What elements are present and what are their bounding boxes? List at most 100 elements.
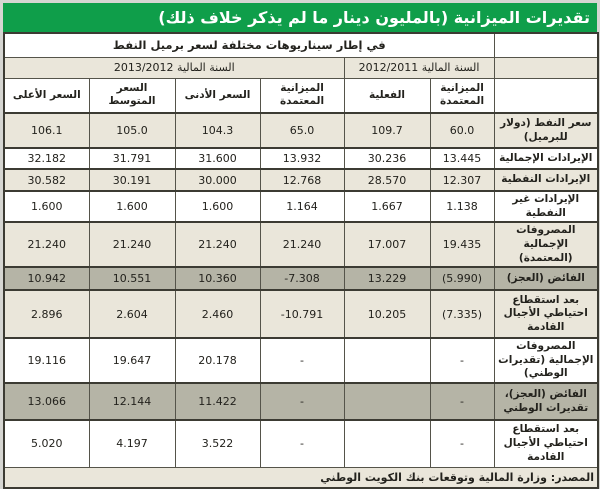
column-header-average-price: السعر المتوسط [88,77,176,114]
year-group-fy-2011-2012: السنة المالية 2012/2011 [343,56,495,79]
year-row-empty-cell [493,56,599,79]
data-cell: 10.205 [343,289,431,339]
data-cell: 109.7 [343,112,431,149]
data-cell: 1.138 [429,189,495,223]
data-cell: 19.647 [88,337,176,384]
data-cell: 13.932 [259,147,345,170]
data-cell: - [259,419,345,468]
row-label: الفائض (العجز) [493,266,599,291]
data-cell: 60.0 [429,112,495,149]
table-row-surplus-deficit-nbk-estimates: الفائض (العجز)، تقديرات الوطني - - 11.42… [3,382,599,421]
table-footer-section: المصدر: وزارة المالية وتوقعات بنك الكويت… [3,466,599,489]
data-cell [343,419,431,468]
data-cell: 1.600 [174,189,261,223]
table-row-oil-price: سعر النفط (دولار للبرميل) 60.0 109.7 65.… [3,112,599,149]
row-label: الفائض (العجز)، تقديرات الوطني [493,382,599,421]
data-cell: 31.600 [174,147,261,170]
column-header-highest-price: السعر الأعلى [3,77,90,114]
budget-estimates-table: في إطار سيناريوهات مختلفة لسعر برميل الن… [3,32,600,489]
year-group-fy-2012-2013: السنة المالية 2013/2012 [3,56,345,79]
row-label: الإيرادات غير النفطية [493,189,599,223]
table-body-section: سعر النفط (دولار للبرميل) 60.0 109.7 65.… [3,112,599,468]
data-cell: 30.236 [343,147,431,170]
data-cell: 10.551 [88,266,176,291]
data-cell: 104.3 [174,112,261,149]
source-row: المصدر: وزارة المالية وتوقعات بنك الكويت… [3,466,599,489]
data-cell: 19.116 [3,337,90,384]
table-row-total-expenditures-nbk-estimates: المصروفات الإجمالية (تقديرات الوطني) - -… [3,337,599,384]
column-header-row: الميزانية المعتمدة الفعلية الميزانية الم… [3,77,599,114]
row-label: المصروفات الإجمالية (المعتمدة) [493,221,599,268]
data-cell: 21.240 [259,221,345,268]
column-header-approved-budget-1213: الميزانية المعتمدة [259,77,345,114]
data-cell: 30.000 [174,168,261,192]
table-row-surplus-deficit: الفائض (العجز) (5.990) 13.229 -7.308 10.… [3,266,599,291]
data-cell: 65.0 [259,112,345,149]
data-cell: - [259,382,345,421]
data-cell: 19.435 [429,221,495,268]
data-cell: 31.791 [88,147,176,170]
row-label: الإيرادات الإجمالية [493,147,599,170]
table-row-total-revenues: الإيرادات الإجمالية 13.445 30.236 13.932… [3,147,599,170]
data-cell: -7.308 [259,266,345,291]
row-label: الإيرادات النفطية [493,168,599,192]
data-cell: 10.360 [174,266,261,291]
data-cell: - [429,337,495,384]
data-cell: 21.240 [88,221,176,268]
data-cell: (7.335) [429,289,495,339]
data-cell: 28.570 [343,168,431,192]
column-header-actual: الفعلية [343,77,431,114]
data-cell [343,337,431,384]
source-note: المصدر: وزارة المالية وتوقعات بنك الكويت… [3,466,599,489]
data-cell: 12.144 [88,382,176,421]
data-cell: 3.522 [174,419,261,468]
data-cell: 2.460 [174,289,261,339]
data-cell: 30.191 [88,168,176,192]
data-cell: 106.1 [3,112,90,149]
row-label: سعر النفط (دولار للبرميل) [493,112,599,149]
table-row-oil-revenues: الإيرادات النفطية 12.307 28.570 12.768 3… [3,168,599,192]
data-cell: 1.600 [3,189,90,223]
data-cell: 2.896 [3,289,90,339]
page-title: تقديرات الميزانية (بالمليون دينار ما لم … [3,3,597,32]
data-cell: 21.240 [3,221,90,268]
data-cell: 1.164 [259,189,345,223]
corner-empty-cell [493,32,599,58]
table-subtitle: في إطار سيناريوهات مختلفة لسعر برميل الن… [3,32,495,58]
table-row-after-fgf-deduction: بعد استقطاع احتياطي الأجيال القادمة (7.3… [3,289,599,339]
data-cell: -10.791 [259,289,345,339]
data-cell: 10.942 [3,266,90,291]
data-cell [343,382,431,421]
row-label: بعد استقطاع احتياطي الأجيال القادمة [493,289,599,339]
data-cell: 13.229 [343,266,431,291]
data-cell: 17.007 [343,221,431,268]
data-cell: - [429,419,495,468]
data-cell: 30.582 [3,168,90,192]
row-label: المصروفات الإجمالية (تقديرات الوطني) [493,337,599,384]
data-cell: 4.197 [88,419,176,468]
data-cell: 13.066 [3,382,90,421]
table-header-section: في إطار سيناريوهات مختلفة لسعر برميل الن… [3,32,599,114]
data-cell: 1.600 [88,189,176,223]
data-cell: 105.0 [88,112,176,149]
data-cell: - [429,382,495,421]
year-group-row: السنة المالية 2012/2011 السنة المالية 20… [3,56,599,79]
table-row-after-fgf-deduction-nbk: بعد استقطاع احتياطي الأجيال القادمة - - … [3,419,599,468]
data-cell: 21.240 [174,221,261,268]
table-row-total-expenditures-approved: المصروفات الإجمالية (المعتمدة) 19.435 17… [3,221,599,268]
header-empty-cell [493,77,599,114]
column-header-lowest-price: السعر الأدنى [174,77,261,114]
data-cell: - [259,337,345,384]
data-cell: 2.604 [88,289,176,339]
data-cell: 5.020 [3,419,90,468]
subtitle-row: في إطار سيناريوهات مختلفة لسعر برميل الن… [3,32,599,58]
data-cell: 20.178 [174,337,261,384]
data-cell: 12.307 [429,168,495,192]
row-label: بعد استقطاع احتياطي الأجيال القادمة [493,419,599,468]
data-cell: (5.990) [429,266,495,291]
report-table-frame: تقديرات الميزانية (بالمليون دينار ما لم … [3,3,600,489]
data-cell: 12.768 [259,168,345,192]
data-cell: 11.422 [174,382,261,421]
column-header-approved-budget-1112: الميزانية المعتمدة [429,77,495,114]
table-row-non-oil-revenues: الإيرادات غير النفطية 1.138 1.667 1.164 … [3,189,599,223]
